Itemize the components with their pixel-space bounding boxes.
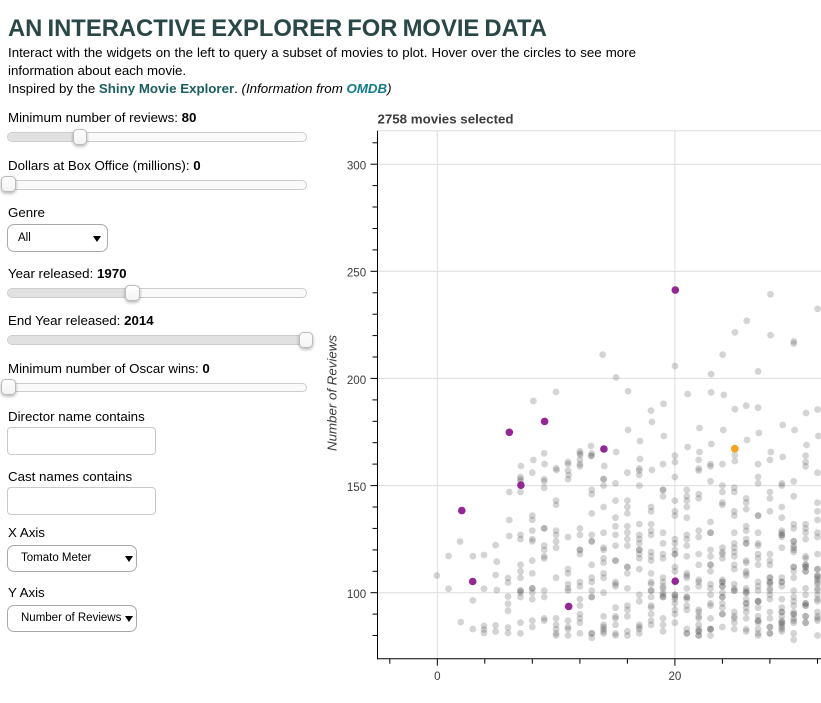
svg-text:300: 300 <box>347 160 366 173</box>
svg-text:20: 20 <box>668 670 681 683</box>
svg-text:Number of Reviews: Number of Reviews <box>325 335 340 451</box>
svg-text:100: 100 <box>347 588 366 601</box>
svg-text:250: 250 <box>347 267 366 280</box>
svg-text:150: 150 <box>347 481 366 494</box>
svg-text:200: 200 <box>347 374 366 387</box>
svg-text:0: 0 <box>434 670 440 683</box>
svg-text:2758 movies selected: 2758 movies selected <box>378 111 514 126</box>
